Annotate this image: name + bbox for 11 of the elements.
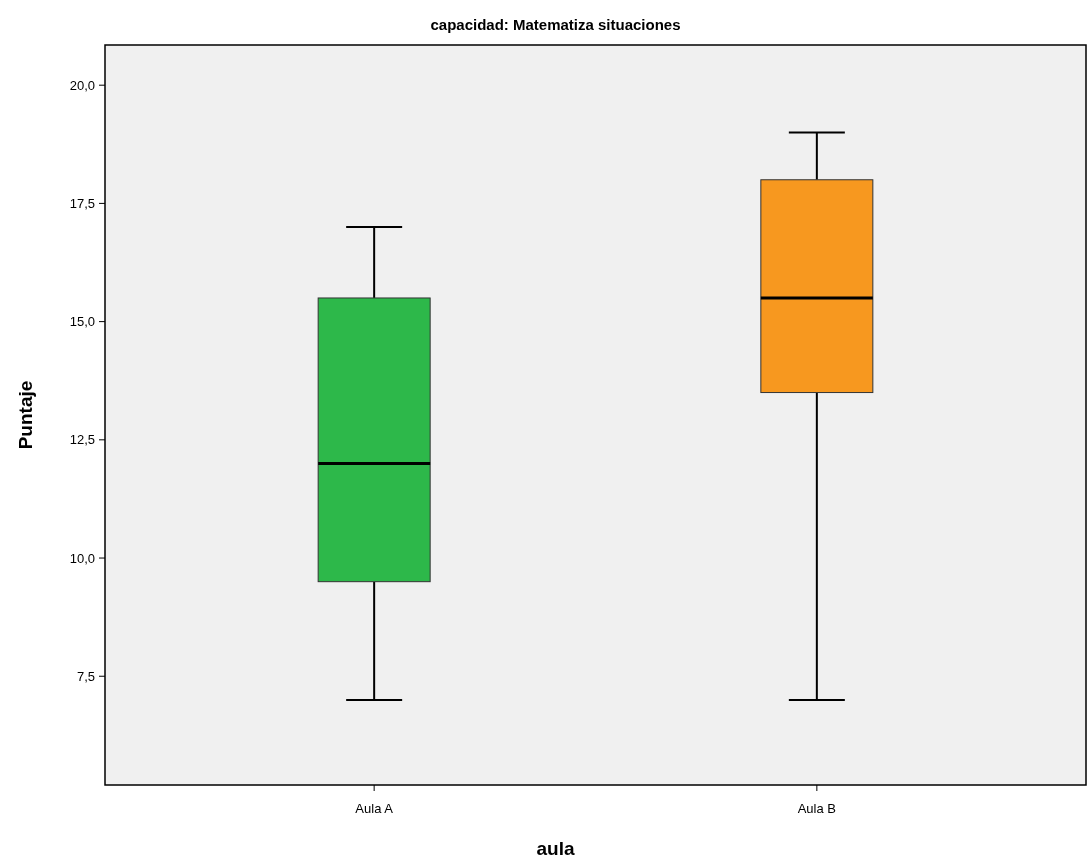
y-tick-label: 17,5 — [69, 195, 95, 211]
x-tick-label: Aula A — [355, 801, 394, 816]
y-axis-title: Puntaje — [15, 380, 36, 450]
x-tick-label: Aula B — [797, 801, 836, 816]
y-tick-label: 10,0 — [69, 550, 95, 566]
x-axis-title: aula — [536, 838, 575, 859]
y-tick-label: 20,0 — [69, 77, 95, 93]
chart-title: capacidad: Matematiza situaciones — [430, 16, 681, 33]
y-tick-label: 7,5 — [76, 668, 95, 684]
y-tick-label: 15,0 — [69, 314, 95, 330]
y-tick-label: 12,5 — [69, 432, 95, 448]
